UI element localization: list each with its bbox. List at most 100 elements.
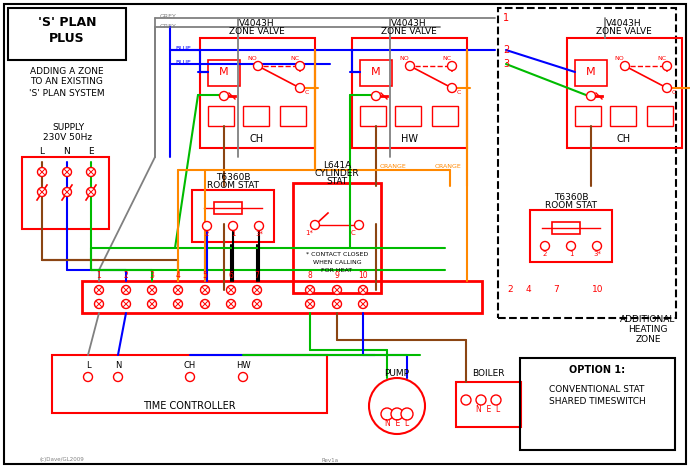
Text: 230V 50Hz: 230V 50Hz (43, 133, 92, 142)
Circle shape (63, 168, 72, 176)
Circle shape (476, 395, 486, 405)
Text: 7: 7 (553, 285, 559, 294)
Circle shape (121, 300, 130, 308)
Text: 1*: 1* (305, 230, 313, 236)
Text: CONVENTIONAL STAT: CONVENTIONAL STAT (549, 386, 644, 395)
Text: SHARED TIMESWITCH: SHARED TIMESWITCH (549, 397, 645, 407)
Text: 3*: 3* (593, 251, 601, 257)
Text: M: M (219, 67, 229, 77)
Bar (360, 60, 392, 86)
Circle shape (255, 221, 264, 231)
Text: 1: 1 (230, 231, 235, 237)
Text: HW: HW (400, 134, 417, 144)
Text: 8: 8 (308, 271, 313, 280)
Bar (8, 8, 126, 60)
Text: BLUE: BLUE (175, 45, 191, 51)
Text: 4: 4 (525, 285, 531, 294)
Text: NC: NC (442, 56, 451, 60)
Text: 9: 9 (335, 271, 339, 280)
Circle shape (333, 285, 342, 294)
Bar (243, 106, 269, 126)
Circle shape (148, 300, 157, 308)
Text: L: L (86, 360, 90, 370)
Text: HEATING: HEATING (629, 326, 668, 335)
Text: N: N (115, 360, 121, 370)
Circle shape (448, 83, 457, 93)
Circle shape (662, 61, 671, 71)
Text: ROOM STAT: ROOM STAT (545, 202, 597, 211)
Circle shape (86, 168, 95, 176)
Circle shape (186, 373, 195, 381)
Circle shape (113, 373, 123, 381)
Circle shape (662, 83, 671, 93)
Circle shape (359, 285, 368, 294)
Text: CH: CH (184, 360, 196, 370)
Text: NO: NO (614, 56, 624, 60)
Bar (432, 106, 458, 126)
Text: C: C (672, 89, 676, 95)
Text: TIME CONTROLLER: TIME CONTROLLER (143, 401, 235, 411)
Circle shape (566, 241, 575, 250)
Bar (530, 210, 612, 262)
Circle shape (148, 285, 157, 294)
Text: 1: 1 (97, 271, 101, 280)
Text: 6: 6 (228, 271, 233, 280)
Text: V4043H: V4043H (391, 19, 427, 28)
Bar (360, 106, 386, 126)
Text: (c)Dave/GL2009: (c)Dave/GL2009 (40, 458, 85, 462)
Circle shape (86, 188, 95, 197)
Text: ADDING A ZONE: ADDING A ZONE (30, 67, 104, 76)
Text: STAT: STAT (326, 177, 348, 187)
Text: 'S' PLAN SYSTEM: 'S' PLAN SYSTEM (29, 88, 105, 97)
Text: BOILER: BOILER (472, 370, 504, 379)
Bar (200, 38, 315, 148)
Bar (293, 183, 381, 293)
Text: FOR HEAT: FOR HEAT (322, 269, 353, 273)
Circle shape (593, 241, 602, 250)
Text: V4043H: V4043H (607, 19, 642, 28)
Circle shape (95, 285, 103, 294)
Text: T6360B: T6360B (216, 174, 250, 183)
Text: ZONE VALVE: ZONE VALVE (229, 28, 285, 37)
Text: 3: 3 (503, 59, 509, 69)
Text: C: C (305, 89, 309, 95)
Text: 5: 5 (203, 271, 208, 280)
Circle shape (540, 241, 549, 250)
Bar (192, 190, 274, 242)
Text: 2: 2 (124, 271, 128, 280)
Circle shape (333, 300, 342, 308)
Text: Rev1a: Rev1a (322, 458, 339, 462)
Circle shape (310, 220, 319, 229)
Text: CYLINDER: CYLINDER (315, 169, 359, 178)
Bar (520, 358, 675, 450)
Text: 3*: 3* (255, 231, 263, 237)
Circle shape (63, 188, 72, 197)
Text: 10: 10 (358, 271, 368, 280)
Bar (352, 38, 467, 148)
Text: OPTION 1:: OPTION 1: (569, 365, 625, 375)
Circle shape (37, 168, 46, 176)
Text: M: M (371, 67, 381, 77)
Text: * CONTACT CLOSED: * CONTACT CLOSED (306, 253, 368, 257)
Text: WHEN CALLING: WHEN CALLING (313, 261, 362, 265)
Text: SUPPLY: SUPPLY (52, 124, 84, 132)
Text: E: E (88, 146, 94, 155)
Circle shape (355, 220, 364, 229)
Bar (214, 202, 242, 214)
Circle shape (381, 408, 393, 420)
Circle shape (491, 395, 501, 405)
Circle shape (253, 285, 262, 294)
Bar (208, 60, 240, 86)
Text: C: C (351, 230, 355, 236)
Circle shape (226, 285, 235, 294)
Text: NC: NC (658, 56, 667, 60)
Text: L641A: L641A (323, 161, 351, 170)
Text: NC: NC (290, 56, 299, 60)
Text: 'S' PLAN: 'S' PLAN (38, 15, 96, 29)
Circle shape (239, 373, 248, 381)
Text: PLUS: PLUS (49, 31, 85, 44)
Text: 10: 10 (592, 285, 604, 294)
Bar (498, 8, 676, 318)
Text: 4: 4 (175, 271, 181, 280)
Bar (456, 382, 521, 427)
